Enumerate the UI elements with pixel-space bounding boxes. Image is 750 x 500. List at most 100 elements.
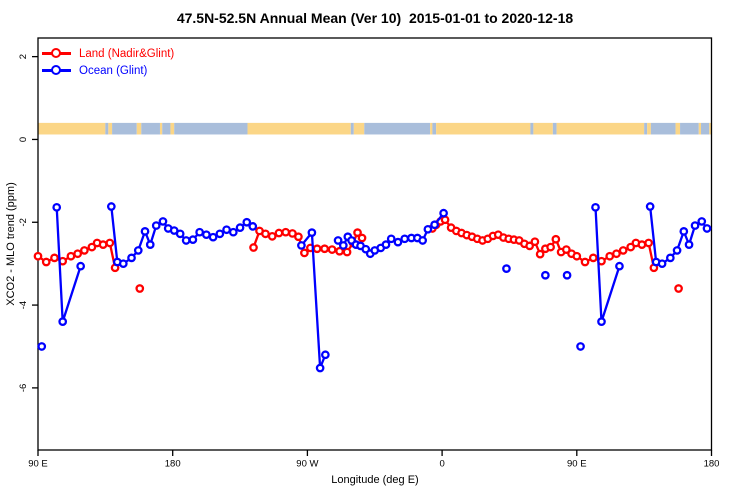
x-axis-title: Longitude (deg E): [331, 474, 419, 486]
map-strip-land-segment: [436, 122, 531, 135]
ocean-data-point: [228, 227, 238, 237]
ocean-data-point: [76, 261, 86, 271]
land-data-point: [335, 246, 344, 256]
land-data-point: [572, 251, 582, 261]
ocean-data-point: [307, 228, 317, 237]
ocean-data-point: [597, 317, 606, 326]
x-tick-label: 90 E: [567, 459, 587, 470]
land-data-point: [281, 227, 291, 237]
land-data-point: [312, 244, 322, 254]
ocean-data-point: [690, 221, 700, 230]
land-data-point: [66, 251, 76, 261]
ocean-series-line: [648, 206, 708, 265]
ocean-data-point: [430, 220, 439, 230]
x-tick-label: 90 E: [28, 459, 48, 470]
map-strip-land-segment: [556, 122, 645, 135]
map-strip-ocean-segment: [350, 122, 354, 135]
ocean-data-point: [333, 236, 343, 245]
map-strip-land-segment: [430, 122, 433, 135]
map-strip-ocean-segment: [364, 122, 431, 135]
land-data-point: [588, 253, 598, 263]
map-strip-ocean-segment: [680, 122, 699, 135]
ocean-data-point: [37, 342, 47, 351]
land-data-point: [530, 237, 540, 247]
land-data-point: [294, 232, 303, 242]
ocean-data-point: [657, 259, 667, 269]
land-data-point: [637, 240, 647, 249]
land-data-point: [73, 249, 83, 259]
ocean-data-point: [208, 232, 218, 242]
land-data-point: [105, 238, 115, 248]
ocean-data-point: [315, 363, 325, 373]
land-data-point: [249, 243, 258, 252]
map-strip-land-segment: [675, 122, 681, 135]
legend: Land (Nadir&Glint) Ocean (Glint): [42, 45, 174, 79]
ocean-data-point: [158, 217, 168, 226]
map-strip-land-segment: [353, 122, 365, 135]
ocean-data-point: [106, 202, 116, 211]
ocean-data-point: [615, 261, 624, 271]
ocean-data-point: [702, 224, 712, 233]
ocean-data-point: [235, 223, 245, 232]
ocean-data-point: [175, 229, 185, 239]
ocean-series-swatch-icon: [42, 64, 71, 77]
land-data-point: [535, 249, 545, 259]
ocean-data-point: [195, 227, 204, 237]
land-data-point: [357, 233, 367, 243]
land-data-point: [612, 249, 621, 259]
ocean-data-point: [381, 240, 391, 249]
land-data-point: [274, 228, 284, 238]
ocean-data-point: [338, 241, 348, 250]
map-strip-ocean-segment: [162, 122, 171, 135]
chart-title: 47.5N-52.5N Annual Mean (Ver 10) 2015-01…: [176, 10, 574, 26]
map-strip-ocean-segment: [530, 122, 534, 135]
map-strip-ocean-segment: [174, 122, 248, 135]
map-strip-land-segment: [709, 122, 712, 135]
map-strip-land-segment: [108, 122, 113, 135]
land-data-point: [546, 242, 555, 252]
ocean-data-point: [697, 217, 707, 226]
ocean-data-point: [393, 237, 403, 247]
land-series-swatch-icon: [42, 47, 71, 60]
ocean-data-point: [576, 342, 585, 351]
land-data-point: [342, 247, 352, 257]
y-tick-label: 2: [18, 54, 29, 59]
ocean-data-point: [52, 203, 62, 212]
land-data-point: [98, 240, 108, 249]
land-data-point: [551, 234, 561, 244]
map-strip-land-segment: [38, 122, 106, 135]
land-data-point: [33, 251, 43, 261]
ocean-data-point: [665, 253, 675, 263]
legend-label-ocean: Ocean (Glint): [79, 64, 148, 77]
ocean-data-point: [127, 253, 136, 263]
ocean-data-point: [248, 222, 258, 231]
map-strip-ocean-segment: [644, 122, 648, 135]
ocean-data-point: [242, 217, 252, 227]
map-strip-land-segment: [136, 122, 142, 135]
ocean-data-point: [386, 234, 396, 244]
ocean-data-point: [439, 208, 448, 218]
land-data-point: [261, 229, 270, 239]
ocean-series-line: [300, 231, 327, 370]
ocean-data-point: [202, 230, 211, 240]
land-data-point: [440, 215, 450, 225]
ocean-data-point: [645, 202, 655, 211]
land-data-point: [135, 284, 145, 293]
map-strip-ocean-segment: [112, 122, 137, 135]
map-strip-ocean-segment: [650, 122, 676, 135]
legend-label-land: Land (Nadir&Glint): [79, 47, 175, 60]
y-tick-label: 0: [18, 137, 29, 142]
land-series-line: [431, 218, 656, 269]
ocean-data-point: [222, 225, 231, 235]
ocean-data-point: [140, 227, 150, 236]
legend-item-ocean: Ocean (Glint): [42, 62, 174, 79]
map-strip-land-segment: [698, 122, 702, 135]
legend-item-land: Land (Nadir&Glint): [42, 45, 174, 62]
y-tick-label: -2: [18, 218, 29, 226]
ocean-data-point: [321, 350, 330, 360]
y-tick-label: -4: [18, 301, 29, 309]
x-tick-label: 90 W: [296, 459, 318, 470]
land-data-point: [618, 246, 628, 255]
